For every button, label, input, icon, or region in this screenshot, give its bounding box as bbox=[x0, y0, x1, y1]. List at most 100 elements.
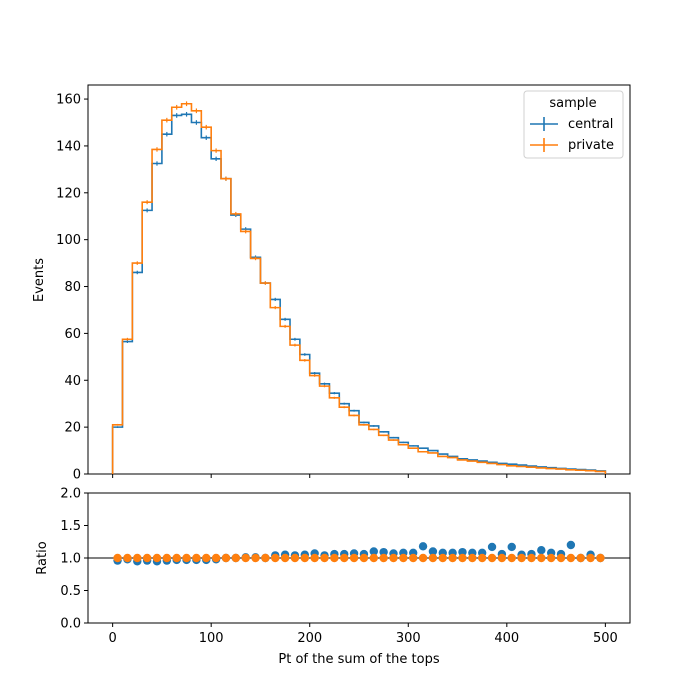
legend-box bbox=[523, 90, 624, 159]
legend-title: sample bbox=[549, 96, 596, 111]
legend-entry-private: private bbox=[530, 138, 614, 153]
x-tick-label-400: 400 bbox=[494, 631, 519, 646]
main-y-tick-label-120: 120 bbox=[56, 186, 81, 201]
main-x-ticks bbox=[112, 474, 606, 478]
legend-label-central: central bbox=[568, 117, 613, 132]
ratio-y-tick-label-1.0: 1.0 bbox=[60, 552, 81, 567]
main-y-axis-label: Events bbox=[32, 258, 47, 302]
ratio-point-private-4 bbox=[152, 553, 162, 563]
ratio-point-central-43 bbox=[537, 546, 546, 555]
x-tick-label-0: 0 bbox=[108, 631, 116, 646]
main-series-group bbox=[111, 101, 607, 474]
ratio-y-tick-label-1.5: 1.5 bbox=[60, 519, 81, 534]
ratio-point-private-32 bbox=[428, 553, 438, 563]
ratio-point-private-7 bbox=[182, 553, 191, 563]
ratio-point-private-35 bbox=[458, 553, 467, 563]
ratio-point-central-46 bbox=[566, 540, 576, 550]
ratio-point-private-11 bbox=[221, 553, 231, 563]
legend-label-private: private bbox=[568, 138, 614, 153]
ratio-point-private-38 bbox=[487, 553, 497, 563]
ratio-point-central-32 bbox=[428, 547, 438, 556]
x-tick-label-500: 500 bbox=[593, 631, 618, 646]
ratio-point-private-31 bbox=[418, 553, 428, 563]
ratio-point-private-37 bbox=[477, 553, 487, 563]
ratio-point-private-20 bbox=[310, 553, 319, 563]
series-private-step bbox=[111, 102, 607, 474]
ratio-point-private-33 bbox=[438, 553, 447, 563]
main-y-tick-label-80: 80 bbox=[64, 280, 81, 295]
main-y-tick-label-60: 60 bbox=[64, 327, 81, 342]
ratio-point-private-40 bbox=[507, 553, 516, 563]
legend: sample central private bbox=[523, 90, 624, 159]
main-y-ticks: 0 20 40 60 80 100 120 140 160 bbox=[56, 93, 88, 483]
ratio-point-private-45 bbox=[556, 553, 566, 563]
ratio-point-private-24 bbox=[349, 553, 359, 563]
ratio-point-private-25 bbox=[359, 553, 369, 563]
main-y-tick-label-40: 40 bbox=[64, 374, 81, 389]
ratio-point-private-12 bbox=[231, 553, 241, 563]
ratio-point-private-29 bbox=[399, 553, 408, 563]
ratio-point-private-9 bbox=[202, 553, 211, 563]
ratio-point-private-34 bbox=[448, 553, 457, 563]
ratio-point-private-10 bbox=[211, 553, 221, 563]
ratio-point-private-30 bbox=[409, 553, 418, 563]
ratio-point-private-21 bbox=[320, 553, 329, 563]
ratio-point-central-27 bbox=[379, 547, 388, 557]
x-tick-label-300: 300 bbox=[396, 631, 421, 646]
ratio-point-private-46 bbox=[566, 553, 576, 563]
ratio-point-private-19 bbox=[300, 553, 309, 563]
ratio-point-private-1 bbox=[123, 553, 132, 563]
ratio-point-private-0 bbox=[113, 553, 122, 563]
ratio-point-private-39 bbox=[497, 553, 507, 563]
main-y-tick-label-140: 140 bbox=[56, 139, 81, 154]
ratio-y-axis-label: Ratio bbox=[35, 541, 50, 574]
main-panel: 0 20 40 60 80 100 120 140 160 Events bbox=[32, 84, 631, 483]
ratio-y-ticks: 0.0 0.5 1.0 1.5 2.0 bbox=[60, 487, 88, 632]
ratio-point-private-28 bbox=[389, 553, 398, 563]
main-y-tick-label-0: 0 bbox=[73, 468, 81, 483]
ratio-panel: 0.0 0.5 1.0 1.5 2.0 0 100 200 300 400 500 Ratio P… bbox=[35, 487, 631, 667]
main-plot-frame bbox=[87, 84, 631, 475]
main-y-tick-label-160: 160 bbox=[56, 93, 81, 108]
ratio-point-private-3 bbox=[142, 553, 152, 563]
ratio-point-private-5 bbox=[162, 553, 172, 563]
ratio-point-private-26 bbox=[369, 553, 378, 563]
x-tick-label-200: 200 bbox=[297, 631, 322, 646]
ratio-point-private-18 bbox=[290, 553, 300, 563]
ratio-y-tick-label-0.5: 0.5 bbox=[60, 584, 81, 599]
ratio-point-private-6 bbox=[172, 553, 181, 563]
main-y-tick-label-100: 100 bbox=[56, 233, 81, 248]
ratio-point-private-44 bbox=[546, 553, 556, 563]
ratio-point-private-49 bbox=[596, 553, 605, 563]
main-y-tick-label-20: 20 bbox=[64, 421, 81, 436]
ratio-point-central-40 bbox=[507, 542, 516, 552]
ratio-point-central-26 bbox=[369, 547, 378, 556]
ratio-point-central-35 bbox=[458, 547, 467, 557]
ratio-point-private-47 bbox=[576, 553, 585, 563]
ratio-y-tick-label-0.0: 0.0 bbox=[60, 617, 81, 632]
ratio-y-tick-label-2.0: 2.0 bbox=[60, 487, 81, 502]
ratio-point-private-42 bbox=[527, 553, 536, 563]
ratio-point-private-43 bbox=[537, 553, 546, 563]
x-tick-label-100: 100 bbox=[199, 631, 224, 646]
legend-entry-central: central bbox=[530, 117, 613, 132]
ratio-point-private-16 bbox=[271, 553, 280, 563]
ratio-point-private-23 bbox=[340, 553, 349, 563]
ratio-point-private-22 bbox=[330, 553, 339, 563]
ratio-point-private-41 bbox=[517, 553, 526, 563]
ratio-point-private-27 bbox=[379, 553, 388, 563]
ratio-point-private-48 bbox=[586, 553, 595, 563]
ratio-point-central-38 bbox=[487, 542, 497, 552]
ratio-point-private-8 bbox=[192, 553, 201, 563]
ratio-point-private-17 bbox=[280, 553, 290, 563]
x-axis-label: Pt of the sum of the tops bbox=[278, 652, 439, 667]
ratio-point-private-36 bbox=[468, 553, 477, 563]
ratio-points-group bbox=[113, 540, 605, 566]
ratio-point-private-13 bbox=[241, 553, 250, 563]
ratio-point-private-2 bbox=[133, 553, 142, 563]
ratio-point-private-15 bbox=[261, 553, 270, 563]
ratio-point-central-31 bbox=[418, 542, 428, 551]
ratio-point-private-14 bbox=[251, 553, 260, 563]
ratio-x-ticks: 0 100 200 300 400 500 bbox=[108, 623, 618, 646]
